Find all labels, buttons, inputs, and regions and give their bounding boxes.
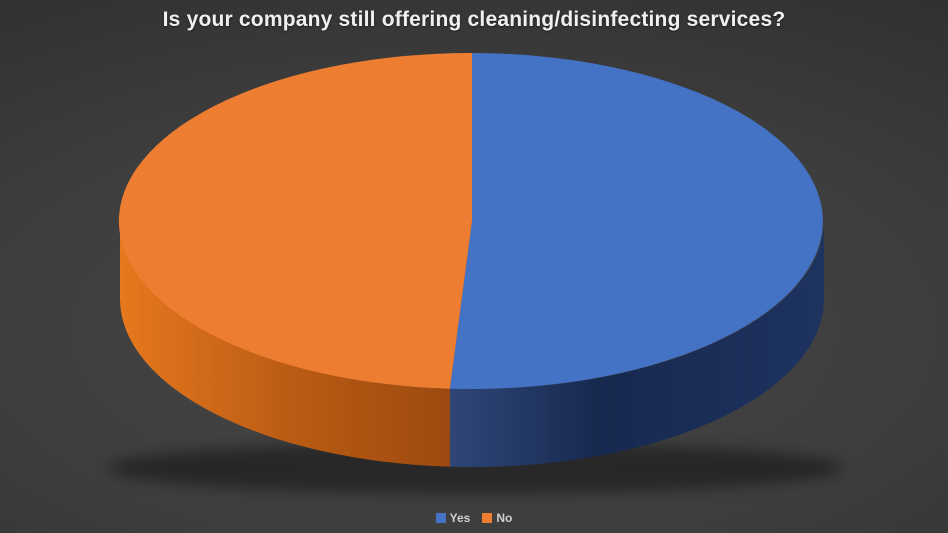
legend: Yes No	[0, 511, 948, 525]
legend-label: Yes	[449, 511, 471, 525]
pie-shadow	[107, 442, 843, 494]
legend-label: No	[496, 511, 513, 525]
legend-item-no: No	[482, 511, 512, 525]
pie-side-no	[119, 221, 450, 467]
legend-item-yes: Yes	[435, 511, 471, 525]
chart-title: Is your company still offering cleaning/…	[162, 8, 786, 31]
pie-slice-no	[118, 52, 472, 389]
legend-swatch-yes	[435, 513, 446, 523]
pie-side-yes	[449, 221, 824, 468]
pie-slice-yes	[449, 53, 823, 389]
legend-swatch-no	[482, 513, 493, 523]
